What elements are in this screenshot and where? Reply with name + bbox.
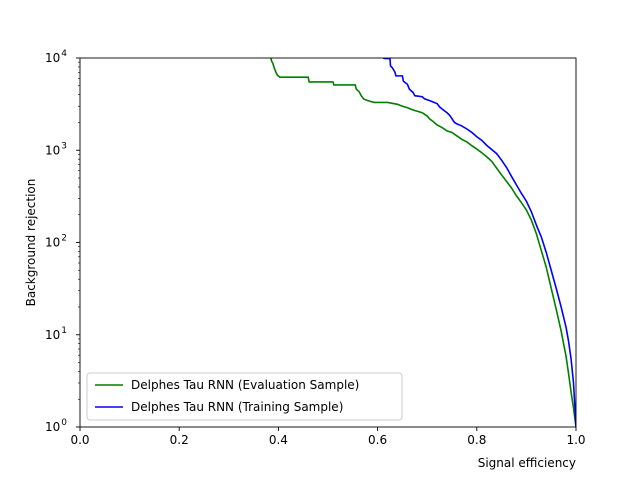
series-line-0 [270,58,576,427]
y-tick-label: 104 [45,49,67,65]
y-tick-label: 101 [45,326,67,342]
y-tick-label-exponent: 4 [61,49,67,59]
y-tick-label-exponent: 1 [61,326,67,336]
y-tick-label-base: 10 [45,236,60,250]
x-axis-label: Signal efficiency [478,456,576,470]
y-tick-label-base: 10 [45,51,60,65]
plot-background [80,58,576,427]
y-axis-label: Background rejection [24,179,38,307]
y-tick-label-exponent: 0 [61,418,67,428]
y-tick-label-exponent: 3 [61,141,67,151]
legend-label-0: Delphes Tau RNN (Evaluation Sample) [131,378,359,392]
legend: Delphes Tau RNN (Evaluation Sample) Delph… [86,372,403,421]
y-tick-label: 103 [45,141,67,157]
y-tick-label-base: 10 [45,143,60,157]
legend-label-1: Delphes Tau RNN (Training Sample) [131,400,343,414]
axes-layer: 0.0 0.2 0.4 0.6 0.8 1.0100101102103104Signal … [24,49,586,470]
x-tick-label: 0.8 [467,433,486,447]
y-tick-label: 100 [45,418,67,434]
x-tick-label: 0.0 [70,433,89,447]
legend-box [86,372,403,421]
series-line-1 [382,58,576,427]
x-tick-label: 0.4 [269,433,288,447]
x-tick-label: 1.0 [566,433,585,447]
y-tick-label-base: 10 [45,328,60,342]
series-layer [270,58,576,427]
y-tick-label-base: 10 [45,420,60,434]
x-tick-label: 0.2 [170,433,189,447]
x-tick-label: 0.6 [368,433,387,447]
plot-area [80,58,576,427]
y-tick-label-exponent: 2 [61,234,67,244]
y-tick-label: 102 [45,234,67,250]
